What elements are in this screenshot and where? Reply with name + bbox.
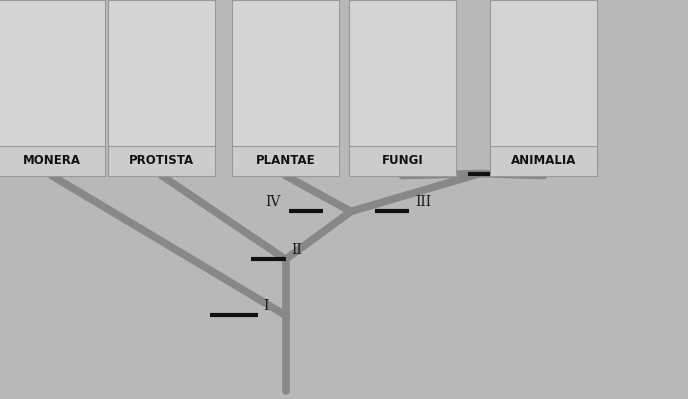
- Text: V: V: [515, 158, 525, 172]
- Bar: [349, 146, 455, 176]
- Bar: [232, 0, 338, 146]
- Text: ANIMALIA: ANIMALIA: [510, 154, 577, 167]
- Bar: [108, 0, 215, 146]
- Bar: [108, 146, 215, 176]
- Text: II: II: [291, 243, 302, 257]
- Bar: [0, 146, 105, 176]
- Bar: [490, 146, 597, 176]
- Text: PLANTAE: PLANTAE: [256, 154, 315, 167]
- Bar: [490, 0, 597, 146]
- Text: III: III: [415, 196, 431, 209]
- Text: PROTISTA: PROTISTA: [129, 154, 194, 167]
- Text: IV: IV: [266, 196, 281, 209]
- Bar: [349, 0, 455, 146]
- Text: MONERA: MONERA: [23, 154, 80, 167]
- Text: I: I: [264, 299, 269, 313]
- Bar: [0, 0, 105, 146]
- Text: FUNGI: FUNGI: [382, 154, 423, 167]
- Bar: [232, 146, 338, 176]
